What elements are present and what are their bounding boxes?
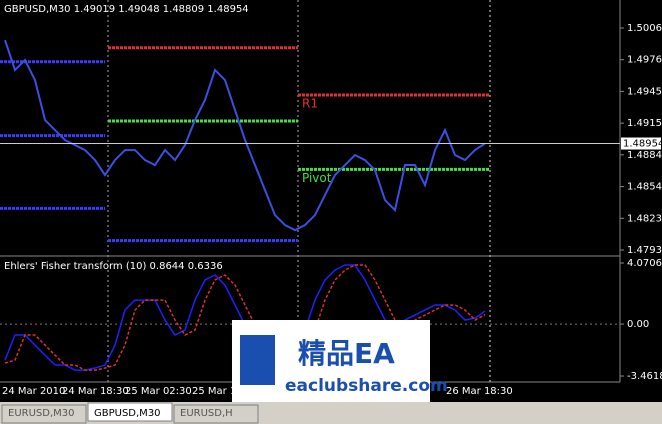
- y-tick-label: 1.50065: [627, 23, 662, 34]
- tab-label[interactable]: EURUSD,H: [180, 408, 233, 419]
- watermark-title: 精品EA: [298, 337, 395, 370]
- time-label: 25 Mar 10: [192, 386, 243, 397]
- indicator-title: Ehlers' Fisher transform (10) 0.8644 0.6…: [4, 261, 223, 272]
- y-tick-label: 1.49455: [627, 86, 662, 97]
- current-price-label: 1.48954: [623, 139, 662, 150]
- y-tick-label: 1.49150: [627, 118, 662, 129]
- tab[interactable]: [1, 404, 87, 424]
- time-label: 26 Mar 18:30: [446, 386, 513, 397]
- y-tick-label: 1.48540: [627, 182, 662, 193]
- y-tick-label: 1.47930: [627, 245, 662, 256]
- watermark-logo: [240, 335, 275, 385]
- y-tick-label: 0.00: [627, 319, 649, 330]
- time-label: 25 Mar 02:30: [125, 386, 192, 397]
- level-label: R1: [302, 97, 318, 111]
- y-tick-label: 1.48845: [627, 150, 662, 161]
- time-label: 24 Mar 18:30: [62, 386, 129, 397]
- time-label: 24 Mar 2010: [2, 386, 65, 397]
- y-tick-label: -3.4618: [627, 371, 662, 382]
- tab[interactable]: [87, 402, 173, 422]
- y-tick-label: 1.48235: [627, 213, 662, 224]
- y-tick-label: 4.0706: [627, 258, 662, 269]
- current-price-box: [621, 137, 661, 150]
- price-line: [4, 39, 486, 232]
- tab[interactable]: [173, 404, 259, 424]
- tab-label[interactable]: GBPUSD,M30: [94, 408, 161, 419]
- chart-title: GBPUSD,M30 1.49019 1.49048 1.48809 1.489…: [4, 4, 249, 15]
- y-tick-label: 1.49760: [627, 55, 662, 66]
- level-label: Pivot: [302, 171, 332, 185]
- tab-label[interactable]: EURUSD,M30: [8, 408, 74, 419]
- watermark-url: eaclubshare.com: [285, 376, 448, 396]
- watermark: 精品EA eaclubshare.com: [232, 320, 448, 402]
